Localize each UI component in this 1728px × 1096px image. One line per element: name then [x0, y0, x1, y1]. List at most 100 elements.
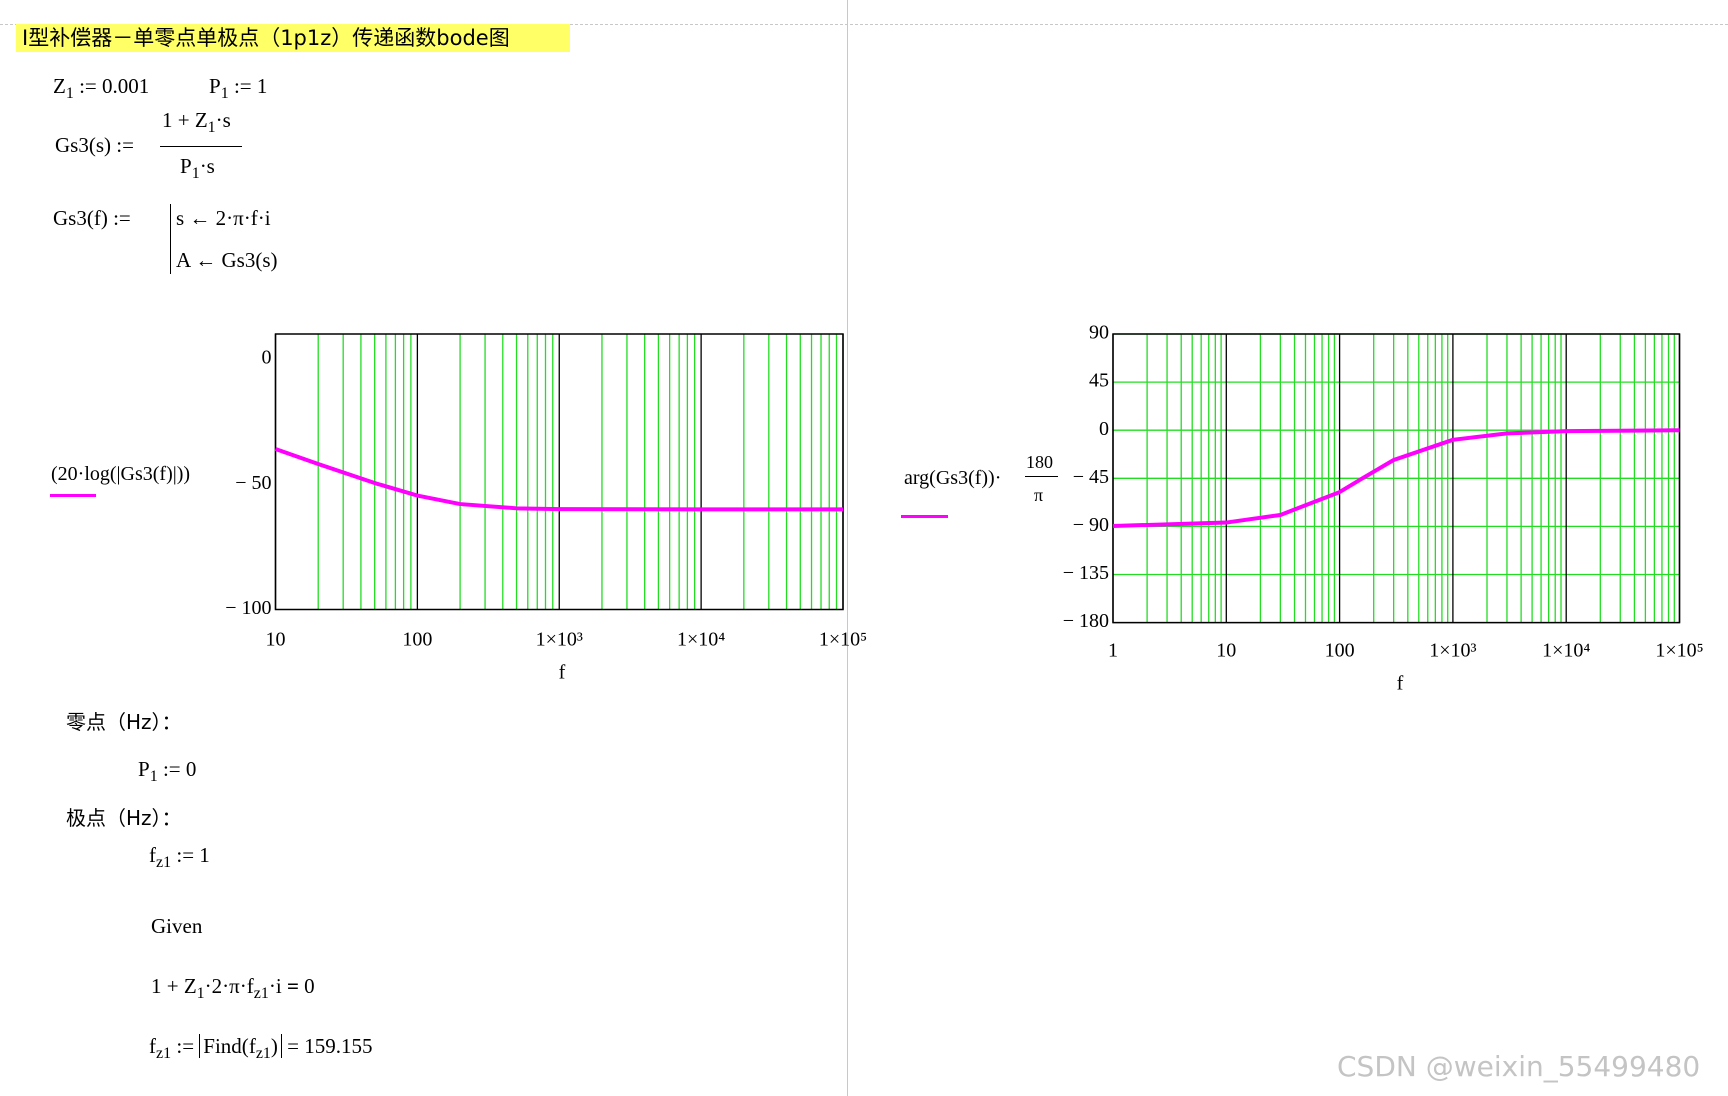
value: 0 — [185, 757, 197, 781]
function: Gs3(s) — [55, 133, 111, 157]
x-tick-label: 10 — [266, 629, 286, 651]
value: 0 — [304, 974, 315, 998]
y-tick-label: 0 — [1099, 418, 1109, 440]
subscript: z1 — [156, 854, 172, 871]
program-line: s ← 2·π·f·i — [176, 206, 271, 230]
expression: ·s — [199, 154, 215, 178]
symbol: P — [138, 757, 150, 781]
watermark: CSDN @weixin_55499480 — [1337, 1050, 1701, 1083]
value: 0.001 — [102, 74, 150, 98]
x-tick-label: 1×10⁴ — [677, 629, 725, 651]
x-tick-label: 1×10⁵ — [819, 629, 867, 651]
data-line — [274, 447, 843, 512]
definition: P1 := 0 — [138, 759, 196, 785]
y-tick-label: 45 — [1089, 370, 1109, 392]
y-axis-label: arg(Gs3(f))· — [904, 467, 1002, 489]
y-axis-label: (20·log(|Gs3(f)|)) — [51, 463, 191, 485]
symbol: Z — [53, 74, 66, 98]
symbol: P — [209, 74, 221, 98]
operator: := — [162, 757, 181, 781]
x-tick-label: 1 — [1108, 640, 1118, 662]
value: 1 — [256, 74, 268, 98]
plot-frame — [1112, 333, 1681, 624]
y-axis-label: π — [1034, 485, 1044, 505]
operator: = — [287, 1034, 300, 1058]
absolute-value: Find(fz1) — [199, 1034, 282, 1062]
subscript: 1 — [65, 85, 74, 102]
expression: ·s — [215, 108, 231, 132]
expression: ·i — [268, 974, 282, 998]
operator: := — [176, 1034, 195, 1058]
page-divider — [847, 0, 848, 1096]
x-axis-label: f — [1397, 673, 1404, 695]
subscript: z1 — [255, 1045, 271, 1062]
title: Ⅰ型补偿器－单零点单极点（1p1z）传递函数bode图 — [16, 24, 570, 52]
trace-indicator — [50, 494, 96, 497]
program-bracket — [170, 204, 171, 274]
definition: Gs3(f) := — [53, 208, 131, 229]
x-axis-label: f — [559, 662, 566, 684]
definition: Z1 := 0.001 — [53, 76, 149, 102]
y-tick-label: − 135 — [1063, 562, 1109, 584]
subscript: 1 — [207, 119, 216, 136]
function: Find( — [203, 1034, 249, 1058]
expression: 1 + Z — [162, 108, 208, 132]
symbol: f — [248, 1034, 256, 1058]
denominator: P1·s — [180, 156, 215, 182]
fraction-bar — [1025, 476, 1058, 477]
subscript: 1 — [196, 985, 205, 1002]
operator: := — [233, 74, 252, 98]
x-tick-label: 1×10⁵ — [1655, 640, 1703, 662]
section-label: 零点（Hz）： — [66, 710, 182, 734]
trace-indicator — [901, 515, 948, 518]
y-tick-label: − 90 — [1073, 514, 1109, 536]
expression: 1 + Z — [151, 974, 197, 998]
y-tick-label: 0 — [262, 347, 272, 369]
definition: Gs3(s) := — [55, 135, 134, 156]
operator: = — [286, 974, 299, 998]
result: 159.155 — [304, 1034, 373, 1058]
fraction-bar — [160, 146, 242, 147]
expression: ·2·π·f — [204, 974, 254, 998]
x-tick-label: 1×10³ — [1429, 640, 1476, 662]
x-tick-label: 100 — [402, 629, 432, 651]
subscript: 1 — [149, 768, 158, 785]
program-line: A ← Gs3(s) — [176, 248, 278, 272]
operator: := — [116, 133, 134, 157]
y-tick-label: − 180 — [1063, 610, 1109, 632]
section-label: 极点（Hz）： — [66, 806, 182, 830]
symbol: f — [149, 1034, 156, 1058]
symbol: f — [149, 843, 156, 867]
y-tick-label: − 50 — [235, 472, 271, 494]
y-tick-label: − 100 — [225, 597, 271, 619]
keyword: Given — [151, 914, 203, 938]
x-tick-label: 100 — [1325, 640, 1355, 662]
symbol: P — [180, 154, 192, 178]
numerator: 1 + Z1·s — [162, 110, 231, 136]
function: Gs3(f) — [53, 206, 108, 230]
y-tick-label: 90 — [1089, 322, 1109, 344]
x-tick-label: 10 — [1216, 640, 1236, 662]
subscript: z1 — [253, 985, 269, 1002]
value: 1 — [199, 843, 210, 867]
x-tick-label: 1×10⁴ — [1542, 640, 1590, 662]
definition: fz1 := 1 — [149, 845, 210, 871]
region-border — [0, 24, 1728, 25]
y-tick-label: − 45 — [1073, 466, 1109, 488]
plot-frame — [274, 333, 844, 611]
subscript: 1 — [220, 85, 229, 102]
operator: := — [113, 206, 131, 230]
y-axis-label: 180 — [1026, 452, 1053, 472]
x-tick-label: 1×10³ — [536, 629, 583, 651]
operator: := — [176, 843, 195, 867]
solution: fz1 := Find(fz1) = 159.155 — [149, 1034, 373, 1062]
subscript: z1 — [156, 1045, 172, 1062]
data-line — [1112, 428, 1680, 528]
operator: := — [79, 74, 97, 98]
equation: 1 + Z1·2·π·fz1·i = 0 — [151, 976, 315, 1002]
subscript: 1 — [191, 165, 200, 182]
definition: P1 := 1 — [209, 76, 267, 102]
function: ) — [270, 1034, 278, 1058]
